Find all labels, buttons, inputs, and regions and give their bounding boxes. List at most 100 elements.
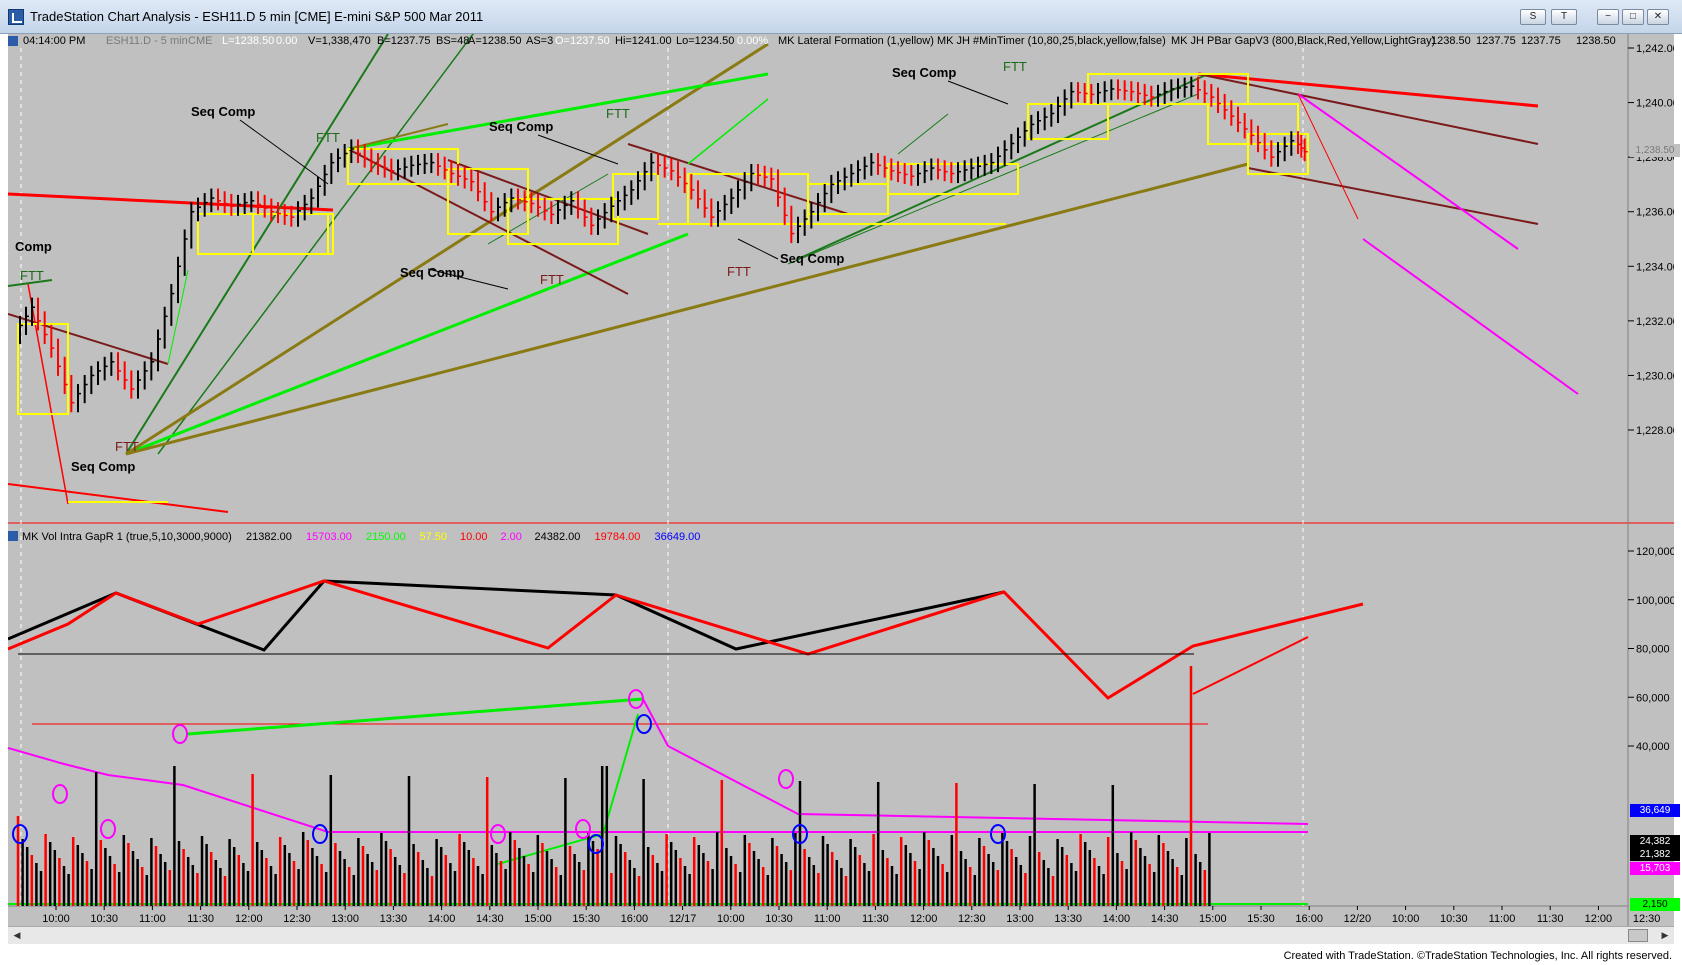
lateral-formation-box [612,173,659,220]
status-field: ESH11.D - 5 min [106,35,188,47]
status-field: BS=48 [436,35,469,47]
trendline [787,93,1199,265]
scroll-left-arrow-icon[interactable]: ◀ [13,930,21,940]
status-field: 1238.50 [1431,35,1471,47]
annotation-leader [427,268,509,290]
volume-signal-circle [312,824,328,844]
trendline [125,232,689,456]
time-axis-label: 12:30 [283,913,311,925]
last-price-marker: 1,238.50 [1630,144,1680,157]
volume-signal-circle [778,769,794,789]
time-axis-label: 13:30 [1054,913,1082,925]
status-field: O=1237.50 [555,35,610,47]
volume-signal-circle [172,724,188,744]
time-axis-label: 10:00 [1392,913,1420,925]
annotation-leader [239,119,329,185]
time-axis-label: 12/20 [1344,913,1372,925]
lower-pane-value: 15703.00 [306,531,352,543]
horizontal-scrollbar[interactable]: ◀ ▶ [8,926,1674,944]
lateral-formation-box [1207,103,1299,145]
chart-area[interactable]: 1,242.001,240.001,238.001,236.001,234.00… [8,34,1680,934]
time-axis-label: 15:00 [1199,913,1227,925]
time-axis-label: 16:00 [621,913,649,925]
trendline [1247,167,1539,225]
time-axis-label: 11:30 [862,913,889,925]
status-field: Hi=1241.00 [615,35,672,47]
volume-threshold-line [187,697,644,736]
lateral-formation-box [1027,103,1109,140]
price-axis-label: 1,228.00 [1636,425,1674,437]
lateral-formation-box [447,168,529,235]
close-button[interactable]: ✕ [1647,9,1669,25]
trendline [687,98,769,165]
annotation-leader [947,80,1009,105]
title-bar[interactable]: TradeStation Chart Analysis - ESH11.D 5 … [0,0,1682,34]
trendline [1197,72,1539,108]
price-pane[interactable] [8,34,1674,524]
trendline [1297,93,1359,220]
time-axis-label: 10:00 [717,913,745,925]
time-axis-label: 11:30 [1537,913,1564,925]
time-axis-label: 10:30 [765,913,793,925]
chart-canvas[interactable]: 1,242.001,240.001,238.001,236.001,234.00… [8,34,1674,926]
time-axis-label: 12:00 [910,913,938,925]
volume-signal-circle [628,689,644,709]
lower-pane-label: MK Vol Intra GapR 1 (true,5,10,3000,9000… [22,531,232,543]
time-axis-label: 11:30 [187,913,214,925]
time-axis-label: 14:00 [1103,913,1131,925]
time-axis-label: 10:30 [90,913,118,925]
time-axis-label: 11:00 [139,913,166,925]
status-field: 04:14:00 PM [23,35,85,47]
trendline [1297,93,1519,250]
ftt-annotation: FTT [115,439,139,454]
price-axis-label: 1,230.00 [1636,370,1674,382]
lateral-formation-box [807,183,889,215]
minimize-button[interactable]: − [1597,9,1619,25]
status-field: 0.00% [737,35,768,47]
annotation-leader [737,238,779,260]
trendline [1197,73,1539,145]
status-field: Lo=1234.50 [676,35,734,47]
volume-value-marker: 21,382 [1630,848,1680,861]
time-axis-label: 12:30 [958,913,986,925]
toolbar-toggle-button[interactable]: T [1551,9,1577,25]
trendline [347,72,769,151]
scroll-right-arrow-icon[interactable]: ▶ [1661,930,1669,940]
tradestation-app-icon [8,9,24,25]
volume-value-marker: 2,150 [1630,898,1680,911]
volume-signal-circle [100,819,116,839]
scroll-thumb[interactable] [1628,929,1648,942]
time-axis-label: 13:00 [331,913,359,925]
symbol-link-button[interactable]: S [1520,9,1546,25]
time-axis-label: 12:30 [1633,913,1661,925]
seq-comp-annotation: Comp [15,239,52,254]
maximize-button[interactable]: □ [1622,9,1644,25]
volume-signal-circle [52,784,68,804]
time-axis-label: 11:00 [1489,913,1516,925]
lateral-formation-box [887,163,1019,195]
time-axis-label: 14:30 [476,913,504,925]
volume-axis-label: 80,000 [1636,644,1670,656]
volume-axis-label: 60,000 [1636,692,1670,704]
lateral-formation-box [507,198,619,245]
volume-signal-circle [490,824,506,844]
status-field: MK JH #MinTimer (10,80,25,black,yellow,f… [937,35,1166,47]
status-field: MK JH PBar GapV3 (800,Black,Red,Yellow,L… [1171,35,1435,47]
time-axis-label: 15:30 [572,913,600,925]
lateral-formation-box [252,213,334,255]
status-field: AS=3 [526,35,553,47]
seq-comp-annotation: Seq Comp [780,251,844,266]
price-axis-label: 1,242.00 [1636,43,1674,55]
time-axis-label: 14:30 [1151,913,1179,925]
volume-signal-circle [990,824,1006,844]
lower-pane-value: 10.00 [460,531,488,543]
lower-pane-value: 57.50 [420,531,448,543]
trendline [347,148,629,295]
status-field: B=1237.75 [377,35,431,47]
price-axis-label: 1,234.00 [1636,261,1674,273]
ftt-annotation: FTT [727,264,751,279]
lower-pane-value: 21382.00 [246,531,292,543]
time-axis-label: 10:00 [42,913,70,925]
time-axis-label: 14:00 [428,913,456,925]
